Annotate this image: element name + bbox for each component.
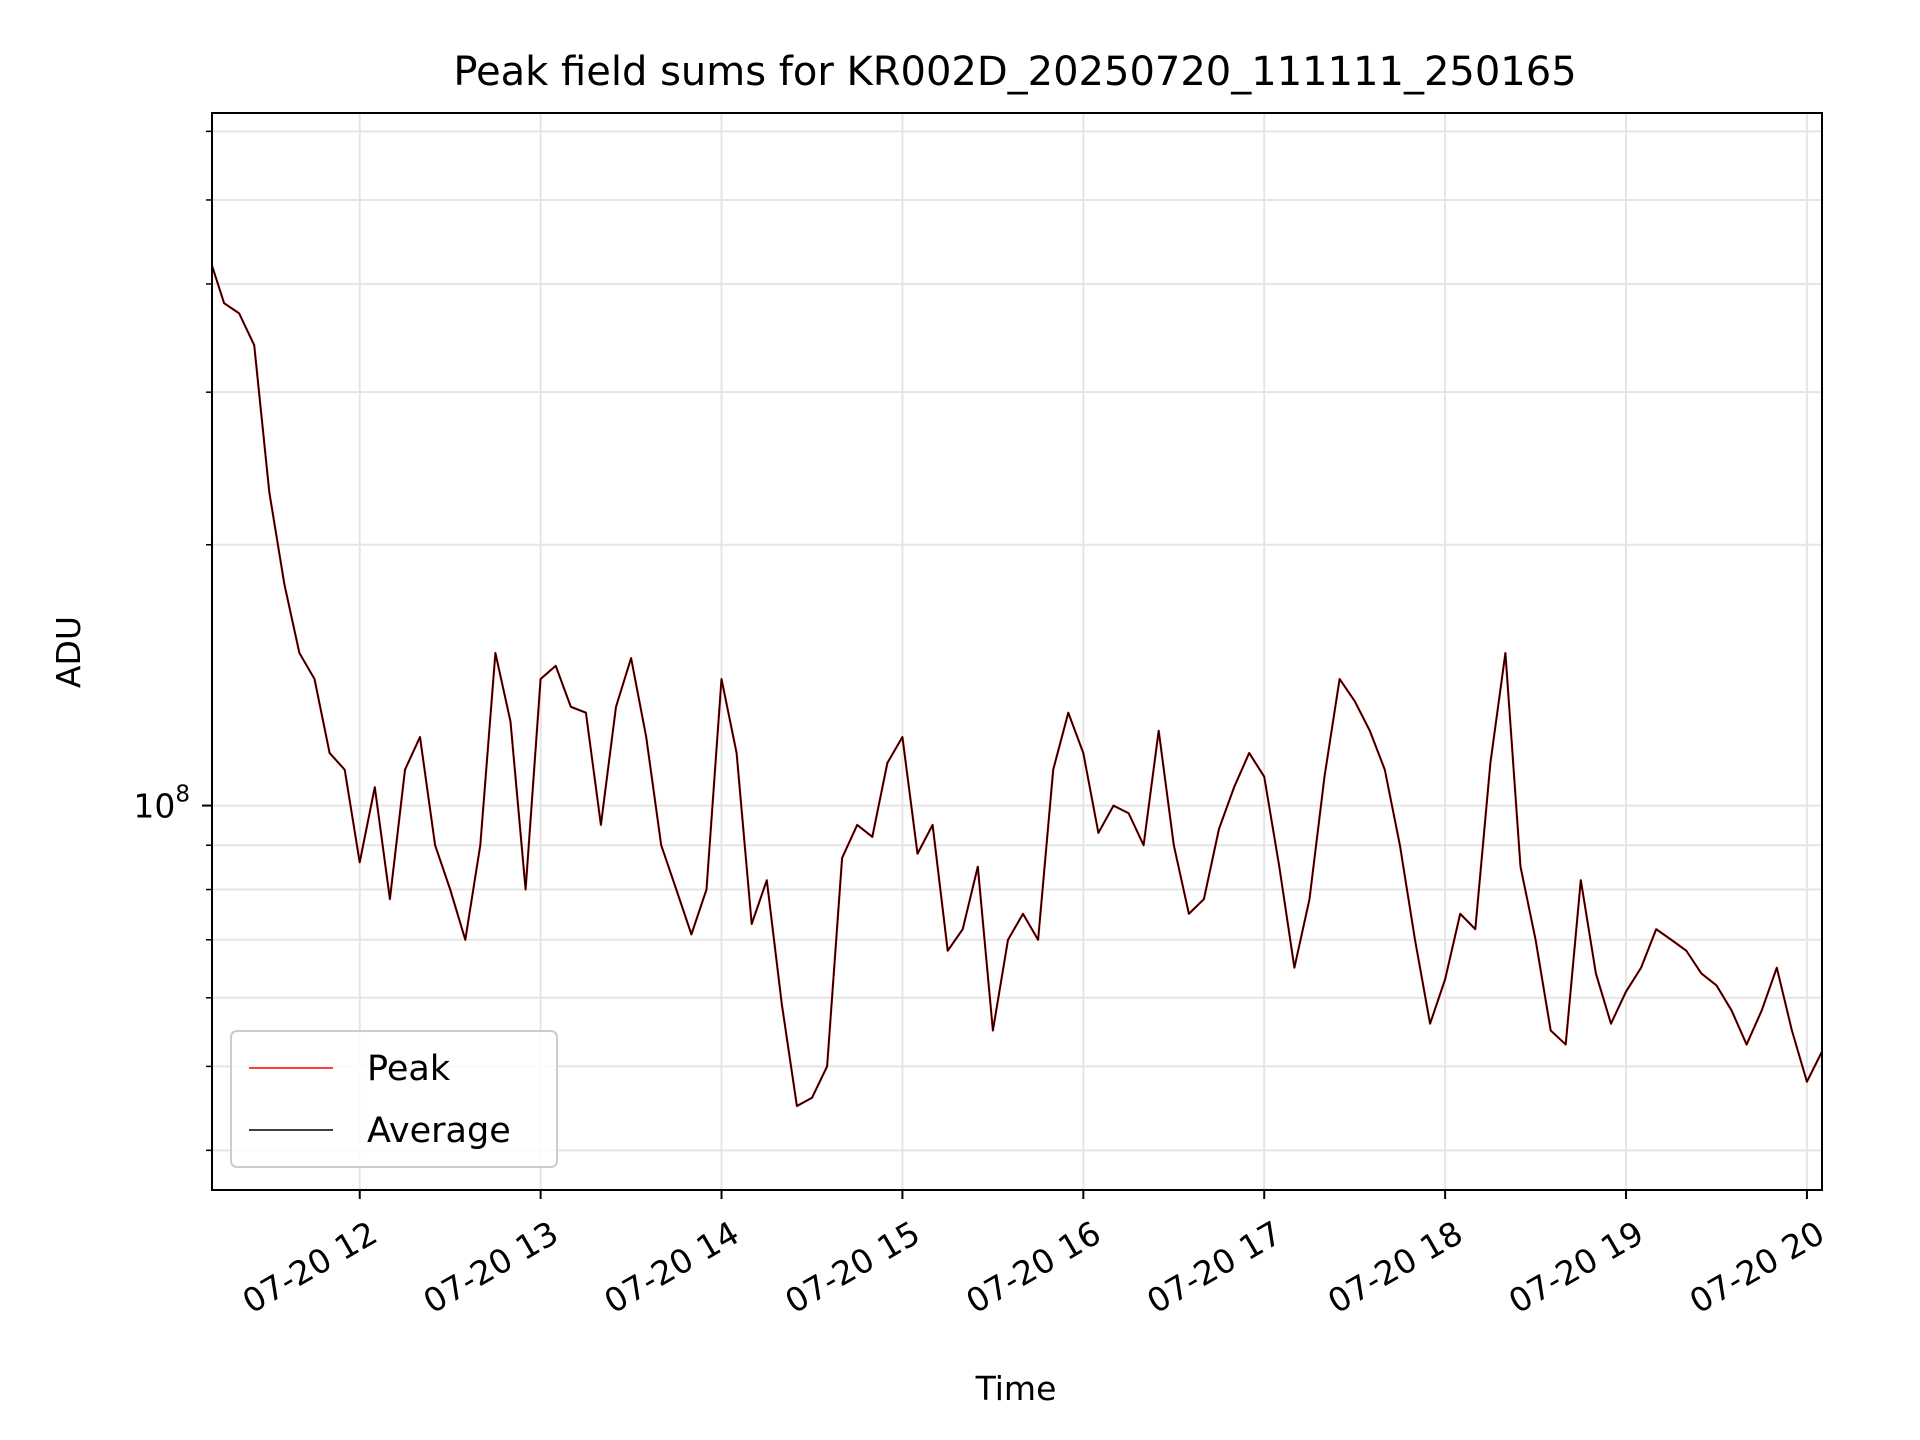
y-axis-label: ADU [49, 616, 88, 688]
y-axis: 108 [133, 130, 212, 1152]
grid [212, 113, 1822, 1190]
legend: Peak Average [230, 1030, 558, 1168]
legend-label-average: Average [367, 1111, 511, 1151]
chart-title: Peak field sums for KR002D_20250720_1111… [453, 49, 1576, 95]
plot-area-frame [211, 112, 1823, 1191]
legend-label-peak: Peak [367, 1049, 451, 1089]
legend-box [230, 1030, 558, 1168]
x-axis-label: Time [975, 1369, 1057, 1408]
y-tick-label: 108 [133, 782, 190, 826]
series-line-average [211, 265, 1823, 1107]
plot-lines [210, 265, 1823, 1108]
